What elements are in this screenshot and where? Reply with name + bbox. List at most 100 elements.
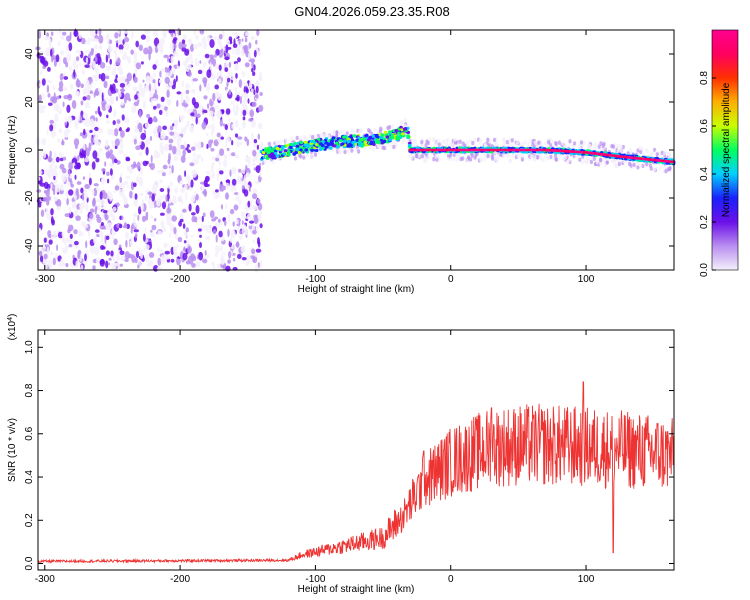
y-tick-label: -40 [24, 238, 35, 253]
spectrogram-noise-cell [190, 112, 195, 117]
spectrogram-noise-cell [126, 223, 130, 230]
spectrogram-noise-cell [227, 259, 231, 264]
spectrogram-noise-cell [89, 212, 94, 220]
spectrogram-noise-cell [145, 253, 149, 263]
spectrogram-halo-cell [490, 154, 494, 159]
spectrogram-noise-cell [188, 187, 193, 191]
spectrogram-noise-cell [253, 214, 259, 219]
spectrogram-noise-cell [46, 169, 50, 174]
spectrogram-noise-cell [81, 70, 86, 75]
spectrogram-noise-cell [175, 75, 178, 83]
spectrogram-noise-cell [112, 233, 115, 242]
spectrogram-noise-cell [119, 250, 125, 256]
spectrogram-noise-cell [182, 149, 186, 157]
spectrogram-noise-cell [111, 67, 117, 77]
spectrogram-noise-cell [93, 92, 96, 98]
spectrogram-noise-cell [184, 141, 188, 148]
spectrogram-noise-cell [225, 89, 229, 94]
spectrogram-halo-cell [486, 137, 490, 142]
spectrogram-halo-cell [520, 157, 525, 162]
spectrogram-noise-cell [188, 203, 192, 212]
spectrogram-halo-cell [595, 159, 599, 165]
colorbar: 0.0 0.2 0.4 0.6 0.8 Normalized spectral ampl… [699, 29, 739, 277]
spectrogram-halo-cell [578, 157, 582, 162]
spectrogram-noise-cell [53, 196, 58, 202]
spectrogram-noise-cell [116, 41, 119, 48]
spectrogram-noise-cell [179, 212, 184, 221]
spectrogram-noise-cell [234, 31, 239, 38]
x-tick-label: 100 [578, 574, 595, 585]
spectrogram-noise-cell [88, 133, 92, 141]
spectrogram-noise-cell [214, 84, 219, 90]
spectrogram-noise-cell [95, 117, 98, 122]
spectrogram-noise-cell [197, 216, 203, 220]
spectrogram-noise-cell [155, 59, 159, 66]
spectrogram-noise-cell [251, 132, 254, 141]
spectrogram-noise-field [35, 27, 264, 273]
spectrogram-noise-cell [50, 31, 54, 36]
spectrogram-noise-cell [176, 144, 181, 150]
spectrogram-noise-cell [255, 85, 259, 94]
spectrogram-noise-cell [83, 193, 89, 200]
spectrogram-noise-cell [148, 163, 152, 168]
spectrogram-noise-cell [163, 143, 170, 152]
spectrogram-noise-cell [192, 158, 198, 163]
spectrogram-noise-cell [166, 98, 172, 106]
spectrogram-noise-cell [148, 252, 155, 258]
spectrogram-noise-cell [186, 144, 190, 148]
spectrogram-noise-cell [82, 96, 87, 101]
spectrogram-noise-cell [256, 144, 259, 150]
spectrogram-halo-cell [445, 138, 450, 143]
spectrogram-noise-cell [250, 58, 256, 63]
spectrogram-noise-cell [194, 190, 197, 195]
spectrogram-noise-cell [235, 219, 239, 225]
spectrogram-noise-cell [160, 131, 166, 140]
spectrogram-noise-cell [194, 61, 200, 67]
spectrogram-noise-cell [225, 179, 231, 183]
spectrogram-noise-cell [84, 39, 89, 45]
spectrogram-noise-cell [38, 94, 42, 103]
spectrogram-noise-cell [135, 250, 140, 259]
spectrogram-noise-cell [173, 245, 177, 255]
spectrogram-signal-cell [288, 143, 293, 147]
spectrogram-noise-cell [130, 49, 134, 55]
spectrogram-noise-cell [95, 198, 101, 203]
spectrogram-noise-cell [100, 72, 106, 82]
spectrogram-noise-cell [148, 83, 152, 92]
spectrogram-noise-cell [169, 131, 175, 136]
spectrogram-noise-cell [236, 136, 243, 140]
spectrogram-noise-cell [59, 163, 65, 170]
spectrogram-noise-cell [186, 175, 191, 182]
spectrogram-signal-cell [342, 135, 346, 139]
spectrogram-noise-cell [195, 193, 199, 201]
spectrogram-noise-cell [162, 172, 166, 177]
spectrogram-noise-cell [75, 188, 79, 197]
spectrogram-signal-cell [295, 147, 300, 151]
spectrogram-signal-cell [379, 136, 383, 140]
spectrogram-halo-cell [577, 144, 582, 149]
spectrogram-noise-cell [61, 262, 66, 266]
spectrogram-halo-cell [378, 144, 382, 150]
spectrogram-noise-cell [89, 51, 94, 56]
spectrogram-noise-cell [73, 210, 78, 217]
spectrogram-noise-cell [234, 110, 239, 116]
spectrogram-noise-cell [234, 119, 239, 128]
spectrogram-noise-cell [173, 43, 177, 50]
spectrogram-noise-cell [124, 251, 130, 260]
colorbar-gradient [711, 29, 739, 271]
spectrogram-halo-cell [302, 134, 306, 140]
spectrogram-noise-cell [173, 119, 179, 127]
spectrogram-noise-cell [50, 129, 56, 138]
spectrogram-noise-cell [132, 182, 137, 188]
spectrogram-noise-cell [168, 213, 172, 218]
spectrogram-noise-cell [74, 240, 79, 246]
spectrogram-noise-cell [227, 213, 231, 223]
spectrogram-halo-cell [473, 137, 477, 142]
spectrogram-noise-cell [258, 104, 264, 112]
spectrogram-signal-cell [295, 144, 300, 148]
spectrogram-noise-cell [206, 124, 211, 129]
spectrogram-noise-cell [108, 257, 112, 261]
spectrogram-noise-cell [168, 138, 174, 144]
spectrogram-noise-cell [78, 34, 82, 39]
spectrogram-noise-cell [68, 161, 73, 171]
